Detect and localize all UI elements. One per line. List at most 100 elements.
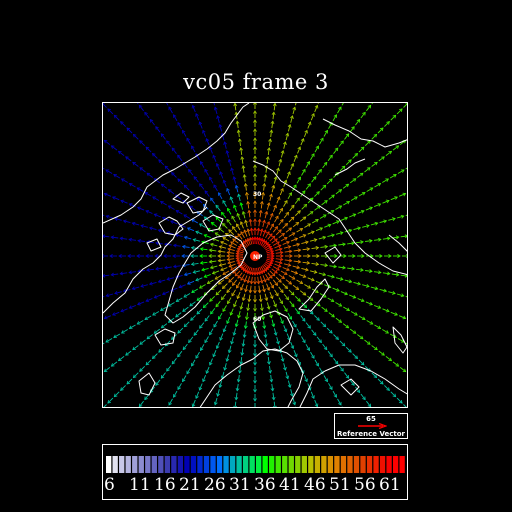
wind-vector [342,183,349,189]
wind-vector [311,176,317,183]
wind-vector-head [266,147,271,151]
wind-vector-head [262,325,267,330]
wind-vector-head [269,295,274,300]
wind-vector [265,248,273,252]
wind-vector [177,327,184,334]
wind-vector [264,293,268,301]
wind-vector [211,222,218,228]
wind-vector-head [237,314,241,319]
wind-vector-head [103,234,106,239]
wind-vector-head [191,289,195,293]
wind-vector-head [293,353,298,358]
wind-vector-head [227,349,232,354]
wind-vector-head [359,172,364,177]
wind-vector-head [365,284,370,288]
wind-vector [272,112,275,120]
wind-vector-head [322,235,327,240]
wind-vector [270,374,273,382]
wind-vector-head [146,172,151,177]
wind-vector-head [269,193,273,198]
wind-vector-head [203,274,208,278]
wind-vector [182,343,188,350]
wind-vector [362,225,370,228]
wind-vector-head [167,205,172,209]
wind-vector [365,206,373,211]
wind-vector [243,174,246,182]
wind-vector [269,281,274,289]
wind-vector [323,130,328,137]
wind-vector [269,291,274,299]
wind-vector [270,130,273,138]
wind-vector [273,401,276,407]
wind-vector [190,315,196,321]
wind-vector [230,308,234,316]
wind-vector [191,359,196,367]
wind-vector-head [154,254,158,258]
wind-vector [264,174,267,182]
reference-arrow-icon [358,423,387,429]
wind-vector [186,137,191,145]
wind-vector [299,234,306,239]
wind-vector [201,267,209,271]
wind-vector [349,328,357,334]
wind-vector-head [119,236,124,241]
wind-vector-head [288,316,292,320]
wind-vector [235,392,238,400]
wind-vector [204,190,210,197]
wind-vector [366,187,374,192]
colorbar-cell [112,456,118,473]
wind-vector-head [296,265,301,270]
wind-vector [132,222,140,226]
wind-vector [212,350,217,357]
wind-vector-head [270,223,274,228]
wind-vector-head [210,222,215,226]
wind-vector [338,140,344,147]
wind-vector [220,267,228,271]
coastline-siberia [252,160,407,276]
wind-vector [118,150,125,156]
wind-vector-head [236,223,240,228]
wind-vector [285,133,289,141]
wind-vector-head [181,244,186,249]
wind-vector [282,283,288,289]
wind-vector-head [215,291,220,296]
wind-vector [370,222,378,226]
wind-vector-head [293,184,297,189]
wind-vector-head [245,316,249,321]
wind-vector-head [243,182,248,187]
lat-label-60: 60 [253,316,261,323]
wind-vector-head [351,241,355,246]
wind-vector-head [322,184,327,189]
wind-vector-head [222,271,227,275]
wind-vector-head [340,140,344,145]
wind-vector-head [379,127,384,132]
wind-vector-head [269,212,274,217]
wind-vector [186,367,191,375]
wind-vector-head [287,171,291,175]
wind-vector-head [247,209,252,214]
wind-vector-head [288,258,293,263]
wind-vector [391,273,399,276]
wind-vector-head [240,156,245,160]
wind-vector-head [132,374,137,379]
wind-vector [129,304,136,309]
wind-vector [218,192,223,200]
reference-vector-label: Reference Vector [337,430,405,438]
wind-vector [164,243,172,246]
wind-vector [239,138,241,146]
wind-vector-head [383,219,388,224]
wind-vector-head [322,272,327,277]
wind-vector [256,267,258,275]
wind-vector [269,366,271,374]
wind-vector [106,215,114,219]
wind-vector-head [366,167,371,171]
wind-vector [153,178,161,184]
wind-vector-head [221,222,226,227]
wind-vector-head [257,218,262,223]
wind-vector-head [307,325,311,329]
wind-vector [292,107,296,115]
wind-vector [226,150,230,158]
wind-vector-head [290,216,295,221]
wind-vector [221,293,227,300]
wind-vector-head [241,165,246,169]
